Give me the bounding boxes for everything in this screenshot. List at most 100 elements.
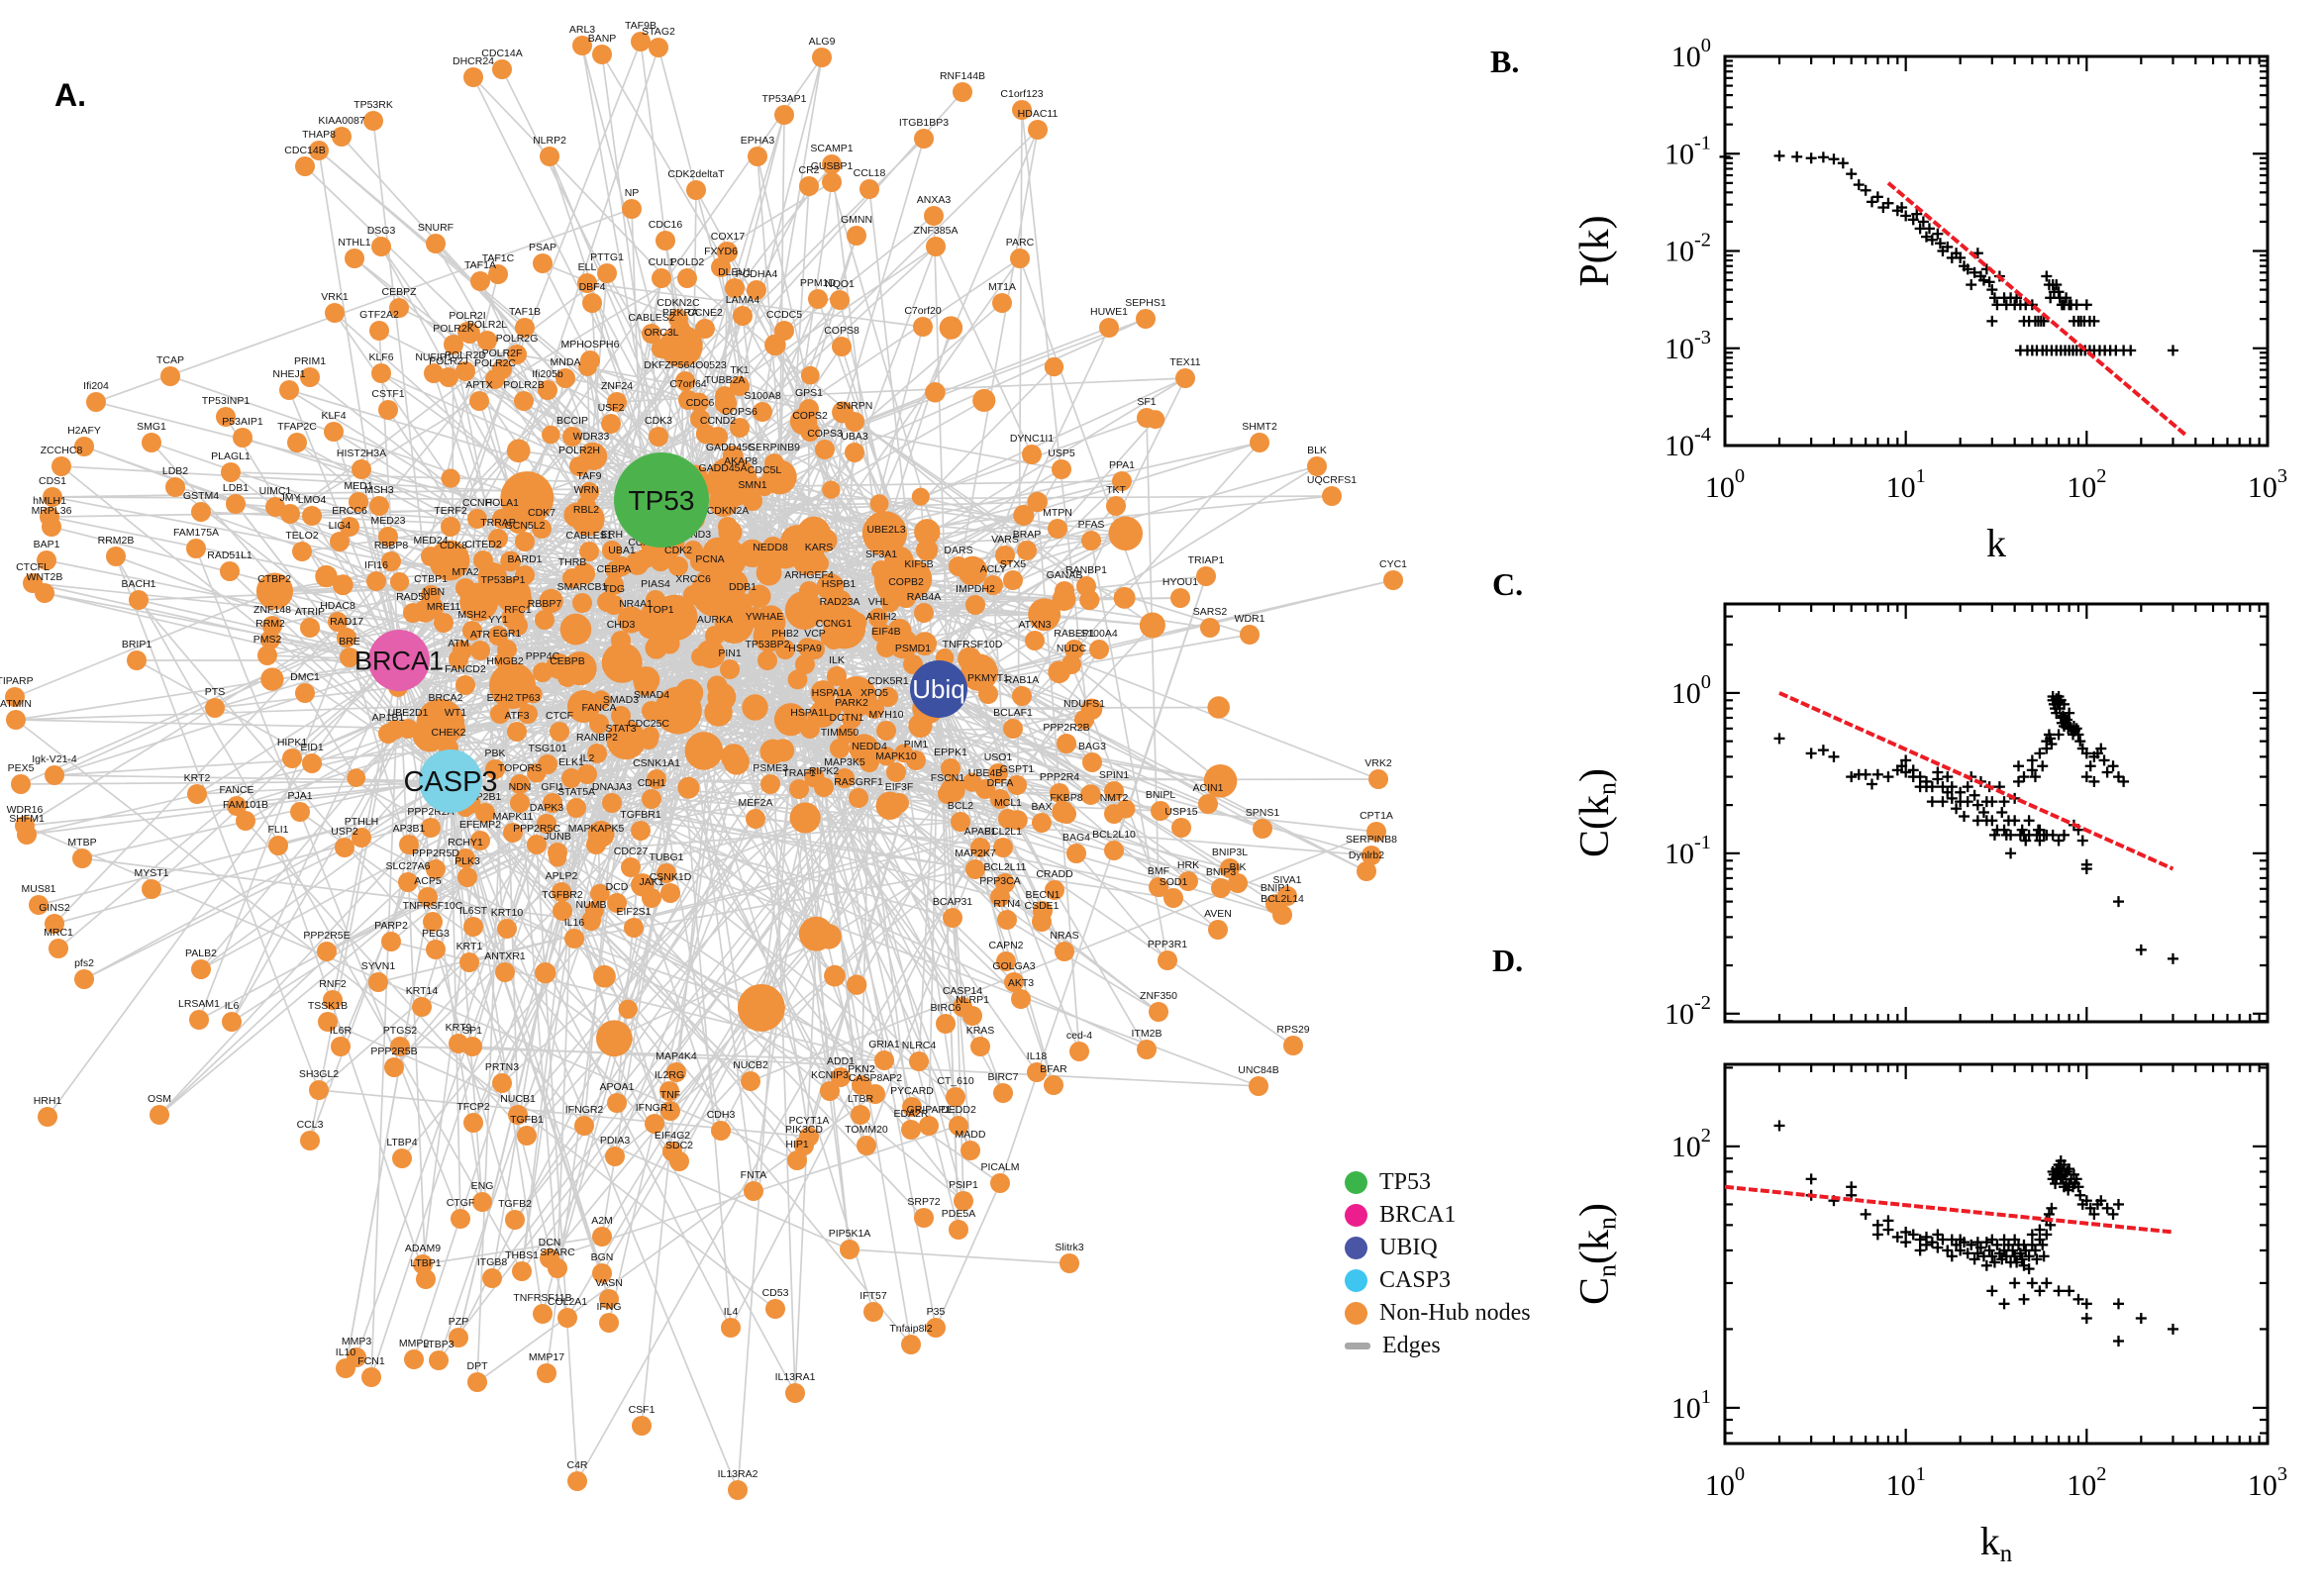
gene-node [337, 628, 356, 648]
gene-label: EIF3F [885, 781, 914, 793]
gene-node [753, 402, 772, 422]
gene-label: MRC1 [44, 927, 73, 939]
network-edge [926, 549, 1060, 673]
network-edge [699, 655, 971, 660]
gene-label: PKMYT1 [967, 672, 1009, 684]
gene-label: TGFB2 [498, 1198, 532, 1210]
gene-node [470, 831, 490, 850]
gene-node [1137, 1040, 1157, 1059]
non-hub-node [500, 550, 522, 572]
gene-node [280, 504, 300, 524]
gene-label: NHEJ1 [272, 368, 305, 380]
network-edge [1012, 377, 1186, 730]
gene-node [1017, 541, 1037, 560]
gene-node [1106, 496, 1126, 516]
network-edge [952, 789, 1055, 1086]
gene-node [236, 811, 255, 831]
network-edge [581, 45, 662, 501]
network-edge [789, 718, 1038, 1073]
network-edge [641, 684, 719, 1427]
gene-node [290, 802, 310, 822]
network-edge [831, 411, 844, 594]
network-edge [53, 774, 452, 782]
gene-node [624, 918, 644, 938]
gene-node [592, 1227, 612, 1247]
gene-label: TERF2 [434, 505, 466, 517]
gene-label: FANCA [581, 702, 616, 714]
gene-node [800, 422, 820, 442]
gene-label: IMPDH2 [956, 583, 995, 595]
gene-label: XRCC6 [675, 573, 711, 585]
gene-label: PSME3 [753, 762, 788, 774]
gene-label: KRAS [966, 1025, 995, 1037]
gene-label: CDK5R1 [867, 675, 909, 687]
gene-label: HUWE1 [1090, 306, 1128, 318]
gene-label: UNC84B [1238, 1064, 1278, 1076]
gene-node [849, 788, 868, 808]
gene-label: BIRC7 [988, 1071, 1019, 1083]
gene-label: LTBP4 [386, 1137, 417, 1148]
gene-label: POLR2H [558, 445, 600, 456]
gene-label: TKT [1106, 484, 1126, 496]
network-edge [450, 780, 603, 1274]
gene-label: Ifi204 [83, 380, 109, 392]
gene-label: DFFA [987, 777, 1014, 789]
network-edge [14, 590, 276, 698]
gene-label: CYC1 [1379, 558, 1407, 570]
gene-node [827, 666, 847, 686]
gene-node [1050, 783, 1069, 803]
hub-node-ubiq [910, 660, 967, 718]
gene-label: EZH2 [487, 692, 514, 704]
non-hub-node [601, 642, 643, 683]
network-edge [1019, 257, 1154, 627]
gene-label: CDC16 [649, 219, 683, 231]
gene-label: PLAGL1 [211, 450, 251, 462]
gene-node [889, 793, 909, 813]
gene-label: CCDC5 [766, 309, 802, 321]
legend-item-edges: Edges [1345, 1333, 1531, 1358]
gene-node [150, 1105, 169, 1125]
gene-label: BAP1 [34, 539, 60, 550]
gene-node [368, 972, 388, 992]
gene-label: SYVN1 [361, 960, 396, 972]
gene-label: SPNS1 [1246, 807, 1280, 819]
gene-node [721, 1318, 741, 1338]
gene-label: TDG [603, 583, 625, 595]
gene-label: PARC [1006, 237, 1035, 249]
gene-node [507, 345, 527, 364]
gene-label: POLR2I [449, 310, 485, 322]
gene-node [1249, 1076, 1268, 1096]
tick-label: 100 [1671, 35, 1711, 73]
neighborhood-connectivity-plot: 102 101 100 101 102 103 kn Cn(kn) [1572, 1062, 2287, 1567]
network-edge [517, 501, 1039, 1116]
gene-label: GMNN [841, 214, 872, 226]
gene-label: LDB1 [223, 482, 249, 494]
gene-label: RNF144B [940, 70, 985, 82]
gene-node [463, 917, 483, 937]
network-edge [138, 599, 585, 1127]
gene-node [340, 648, 359, 667]
non-hub-node [939, 316, 963, 340]
gene-label: TAF1B [509, 306, 541, 318]
gene-label: BAG3 [1078, 741, 1106, 752]
gene-label: DHCR24 [453, 55, 494, 67]
gene-label: POLA1 [485, 497, 519, 509]
gene-label: CCNG1 [816, 618, 853, 630]
gene-label: PKN2 [848, 1063, 875, 1075]
gene-label: RANBP2 [576, 732, 618, 744]
gene-label: C4R [566, 1459, 587, 1471]
gene-label: CCNH [462, 497, 492, 509]
gene-label: EDA2R [893, 1108, 928, 1120]
gene-node [1240, 625, 1260, 645]
axis-label: P(k) [1572, 215, 1618, 286]
gene-label: DAPK3 [530, 802, 564, 814]
gene-label: NTHL1 [338, 237, 370, 249]
gene-label: NMT2 [1100, 792, 1129, 804]
gene-label: SMARCB1 [557, 581, 608, 593]
gene-node [1368, 769, 1388, 789]
gene-node [748, 147, 767, 166]
gene-label: LTBR [848, 1093, 873, 1105]
gene-node [708, 427, 728, 447]
gene-node [51, 456, 71, 476]
gene-node [1137, 408, 1157, 428]
